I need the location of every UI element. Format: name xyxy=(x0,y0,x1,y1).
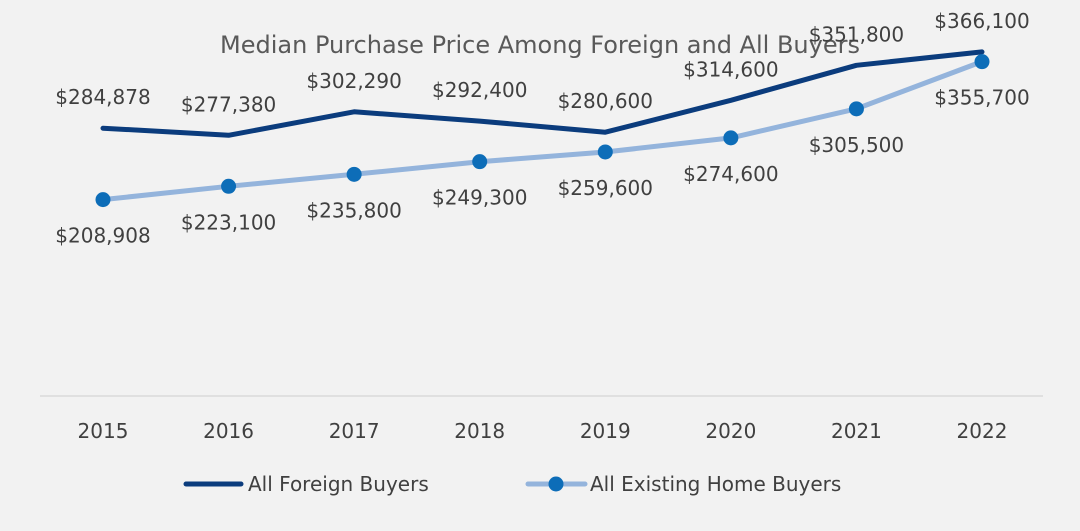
foreign-buyers-data-label: $302,290 xyxy=(306,69,401,93)
existing-buyers-point xyxy=(95,192,111,208)
foreign-buyers-data-label: $292,400 xyxy=(432,78,527,102)
existing-buyers-point xyxy=(723,130,739,146)
legend: All Foreign Buyers All Existing Home Buye… xyxy=(183,472,841,496)
x-tick-label: 2021 xyxy=(831,419,882,443)
legend-label-existing-buyers: All Existing Home Buyers xyxy=(590,472,841,496)
existing-buyers-data-label: $259,600 xyxy=(558,176,653,200)
x-tick-label: 2015 xyxy=(78,419,129,443)
foreign-buyers-data-label: $277,380 xyxy=(181,92,276,116)
x-tick-label: 2018 xyxy=(454,419,505,443)
chart-title: Median Purchase Price Among Foreign and … xyxy=(220,31,860,59)
existing-buyers-data-label: $235,800 xyxy=(306,198,401,222)
existing-buyers-data-label: $274,600 xyxy=(683,162,778,186)
legend-label-foreign-buyers: All Foreign Buyers xyxy=(248,472,429,496)
foreign-buyers-line xyxy=(100,49,985,138)
foreign-buyers-data-label: $284,878 xyxy=(55,85,150,109)
x-tick-label: 2019 xyxy=(580,419,631,443)
foreign-buyers-data-label: $366,100 xyxy=(934,9,1029,33)
existing-buyers-point xyxy=(974,54,990,70)
plot-area: $284,878 $277,380 $302,290 $292,400 $280,600… xyxy=(55,9,1029,248)
foreign-buyers-data-label: $280,600 xyxy=(558,89,653,113)
x-tick-label: 2017 xyxy=(329,419,380,443)
existing-buyers-data-label: $208,908 xyxy=(55,224,150,248)
existing-buyers-point xyxy=(221,178,237,194)
x-tick-label: 2022 xyxy=(957,419,1008,443)
x-tick-label: 2020 xyxy=(705,419,756,443)
existing-buyers-point xyxy=(597,144,613,160)
legend-marker-existing-buyers xyxy=(548,476,564,492)
existing-buyers-point xyxy=(472,154,488,170)
x-axis-ticks: 2015 2016 2017 2018 2019 2020 2021 2022 xyxy=(78,419,1008,443)
foreign-buyers-data-label: $314,600 xyxy=(683,57,778,81)
existing-buyers-data-label: $305,500 xyxy=(809,133,904,157)
existing-buyers-data-label: $355,700 xyxy=(934,86,1029,110)
existing-buyers-point xyxy=(346,166,362,182)
foreign-buyers-data-label: $351,800 xyxy=(809,22,904,46)
existing-buyers-data-label: $223,100 xyxy=(181,210,276,234)
x-tick-label: 2016 xyxy=(203,419,254,443)
existing-buyers-point xyxy=(848,101,864,117)
existing-buyers-data-label: $249,300 xyxy=(432,186,527,210)
existing-buyers-line xyxy=(100,59,985,203)
